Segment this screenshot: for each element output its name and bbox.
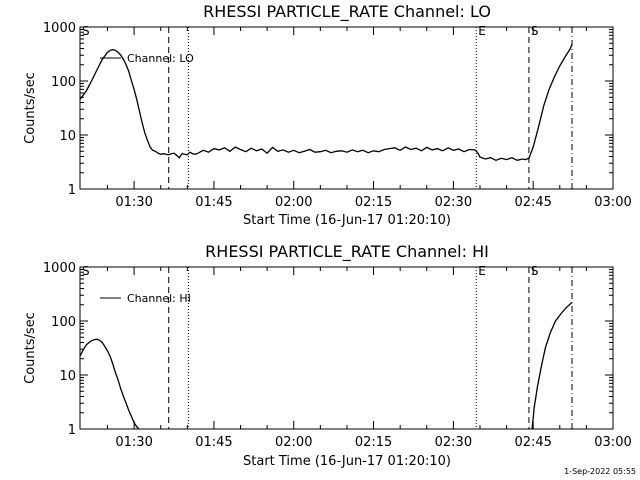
event-marker-label: S <box>531 24 539 38</box>
event-marker-label: S <box>82 24 90 38</box>
legend: Channel: LO <box>100 52 194 65</box>
y-tick-label: 100 <box>51 315 76 330</box>
panel-hi: RHESSI PARTICLE_RATE Channel: HI 01:30 01… <box>23 242 632 469</box>
x-tick-label: 01:30 <box>115 435 152 450</box>
x-tick-label: 02:45 <box>514 195 551 210</box>
x-tick-label: 01:45 <box>195 435 232 450</box>
legend: Channel: HI <box>100 292 191 305</box>
generation-date: 1-Sep-2022 05:55 <box>564 467 636 476</box>
y-tick-label: 1000 <box>43 21 76 36</box>
event-marker-label: S <box>531 264 539 278</box>
y-tick-label: 1 <box>68 183 76 198</box>
x-tick-label: 02:00 <box>275 195 312 210</box>
x-tick-label: 01:45 <box>195 195 232 210</box>
x-axis-label: Start Time (16-Jun-17 01:20:10) <box>243 213 451 228</box>
x-tick-label: 02:15 <box>355 435 392 450</box>
axis-ticks: 01:30 01:45 02:00 02:15 02:30 02:45 03:00 1 10 10… <box>43 261 632 450</box>
y-axis-label: Counts/sec <box>23 72 38 144</box>
event-marker-label: S <box>82 264 90 278</box>
x-tick-label: 02:00 <box>275 435 312 450</box>
x-tick-label: 02:30 <box>435 435 472 450</box>
series-line <box>79 302 573 430</box>
x-tick-label: 02:15 <box>355 195 392 210</box>
x-tick-label: 03:00 <box>594 195 631 210</box>
plot-frame <box>79 26 614 190</box>
y-tick-label: 1000 <box>43 261 76 276</box>
legend-entry: Channel: HI <box>127 292 191 305</box>
axis-ticks: 01:30 01:45 02:00 02:15 02:30 02:45 03:00 1 10 10… <box>43 21 632 210</box>
series-line <box>79 43 573 162</box>
y-tick-label: 1 <box>68 423 76 438</box>
x-axis-label: Start Time (16-Jun-17 01:20:10) <box>243 454 451 469</box>
chart-title: RHESSI PARTICLE_RATE Channel: LO <box>203 2 491 22</box>
legend-entry: Channel: LO <box>127 52 194 65</box>
x-tick-label: 03:00 <box>594 435 631 450</box>
panel-lo: RHESSI PARTICLE_RATE Channel: LO 01:30 01… <box>23 2 632 228</box>
x-tick-label: 01:30 <box>115 195 152 210</box>
y-axis-label: Counts/sec <box>23 312 38 384</box>
y-tick-label: 10 <box>59 369 76 384</box>
y-tick-label: 100 <box>51 75 76 90</box>
plot-frame <box>79 266 614 430</box>
y-tick-label: 10 <box>59 129 76 144</box>
x-tick-label: 02:45 <box>514 435 551 450</box>
event-marker-label: E <box>478 264 486 278</box>
event-marker-label: E <box>478 24 486 38</box>
x-tick-label: 02:30 <box>435 195 472 210</box>
chart-title: RHESSI PARTICLE_RATE Channel: HI <box>205 242 489 262</box>
